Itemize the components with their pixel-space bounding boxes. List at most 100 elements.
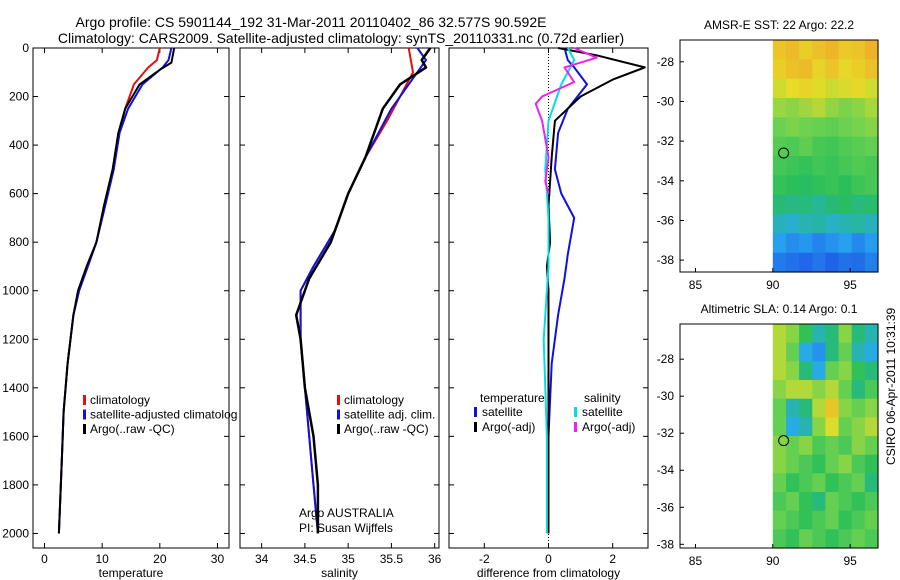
amsr-sst-ytick-label: -28 <box>657 55 675 69</box>
difference-series-salinity-argo-adj- <box>534 47 598 194</box>
amsr-sst-cell <box>825 194 840 215</box>
amsr-sst-cell <box>799 59 813 80</box>
amsr-sst-cell <box>772 214 787 234</box>
altimetric-sla-ytick-label: -36 <box>657 500 675 514</box>
amsr-sst-cell <box>864 194 879 215</box>
temperature-ytick-label: 200 <box>9 90 29 104</box>
altimetric-sla-cell <box>864 324 879 344</box>
amsr-sst-cell <box>786 156 800 176</box>
panel-salinity: 34 34.5 35 35.5 36 salinity climatologysatelli… <box>239 47 442 580</box>
salinity-annotation-pi: PI: Susan Wijffels <box>299 521 393 535</box>
altimetric-sla-cell <box>772 417 787 437</box>
amsr-sst-cell <box>812 117 826 138</box>
altimetric-sla-ytick-label: -38 <box>657 537 675 551</box>
salinity-xtick-label: 34 <box>255 552 269 566</box>
amsr-sst-ytick-label: -38 <box>657 253 675 267</box>
amsr-sst-cell <box>864 98 879 118</box>
amsr-sst-cell <box>864 59 879 80</box>
amsr-sst-xtick-label: 95 <box>843 278 857 292</box>
altimetric-sla-cell <box>851 436 866 456</box>
amsr-sst-cell <box>838 214 853 234</box>
altimetric-sla-cell <box>772 529 787 549</box>
amsr-sst-cell <box>812 194 826 215</box>
amsr-sst-cell <box>812 59 826 80</box>
amsr-sst-cell <box>786 194 800 215</box>
altimetric-sla-cell <box>851 473 866 493</box>
figure-title-line1: Argo profile: CS 5901144_192 31-Mar-2011… <box>76 14 547 30</box>
amsr-sst-cell <box>838 59 853 80</box>
altimetric-sla-cell <box>864 473 879 493</box>
difference-xtick-label: -2 <box>479 552 490 566</box>
altimetric-sla-cell <box>812 510 826 530</box>
difference-legend-swatch <box>574 407 577 417</box>
amsr-sst-cell <box>864 78 879 99</box>
amsr-sst-cell <box>838 117 853 138</box>
amsr-sst-cell <box>786 78 800 99</box>
difference-legend-swatch <box>474 422 477 432</box>
amsr-sst-cell <box>838 156 853 176</box>
amsr-sst-cell <box>772 175 787 196</box>
amsr-sst-cell <box>825 233 840 254</box>
amsr-sst-cell <box>799 40 813 60</box>
amsr-sst-cell <box>799 156 813 176</box>
amsr-sst-cell <box>799 214 813 234</box>
altimetric-sla-cell <box>772 510 787 530</box>
temperature-legend-swatch <box>83 395 86 405</box>
altimetric-sla-cell <box>786 436 800 456</box>
altimetric-sla-cell <box>799 398 813 418</box>
amsr-sst-ytick-label: -34 <box>657 174 675 188</box>
altimetric-sla-cell <box>799 342 813 362</box>
altimetric-sla-cell <box>812 342 826 362</box>
amsr-sst-cell <box>772 59 787 80</box>
amsr-sst-cell <box>851 117 866 138</box>
altimetric-sla-cell <box>786 324 800 344</box>
amsr-sst-cell <box>851 40 866 60</box>
temperature-ytick-label: 800 <box>9 235 29 249</box>
amsr-sst-axes-frame <box>679 39 879 273</box>
altimetric-sla-cell <box>799 324 813 344</box>
altimetric-sla-cell <box>812 454 826 474</box>
altimetric-sla-ytick-label: -34 <box>657 463 675 477</box>
altimetric-sla-cell <box>772 324 787 344</box>
temperature-ytick-label: 1000 <box>2 284 29 298</box>
temperature-xtick-label: 30 <box>211 552 225 566</box>
salinity-series-satellite-adj-clim- <box>299 47 427 534</box>
amsr-sst-cell <box>799 194 813 215</box>
amsr-sst-cell <box>838 194 853 215</box>
salinity-legend-entry: climatology <box>344 393 404 407</box>
amsr-sst-cell <box>825 117 840 138</box>
difference-xlabel: difference from climatology <box>477 566 620 580</box>
altimetric-sla-cell <box>812 380 826 400</box>
salinity-xtick-label: 35.5 <box>380 552 404 566</box>
amsr-sst-cell <box>772 117 787 138</box>
amsr-sst-cell <box>812 98 826 118</box>
salinity-legend-entry: satellite adj. clim. <box>344 408 435 422</box>
amsr-sst-cell <box>799 78 813 99</box>
amsr-sst-cell <box>864 156 879 176</box>
amsr-sst-cell <box>799 233 813 254</box>
altimetric-sla-cell <box>825 529 840 549</box>
difference-legend-header-salinity: salinity <box>584 391 621 405</box>
altimetric-sla-cell <box>838 380 853 400</box>
altimetric-sla-cell <box>812 473 826 493</box>
altimetric-sla-cell <box>851 454 866 474</box>
salinity-legend-swatch <box>337 409 340 420</box>
amsr-sst-cell <box>812 233 826 254</box>
difference-xtick-label: 2 <box>609 552 616 566</box>
altimetric-sla-cell <box>799 529 813 549</box>
amsr-sst-cell <box>812 156 826 176</box>
panel-temperature: 0 10 20 30 0 200 400 600 800 1000 1200 1400 1600 1800… <box>2 41 237 580</box>
altimetric-sla-cell <box>812 417 826 437</box>
salinity-annotation-float: Argo AUSTRALIA <box>299 506 394 520</box>
temperature-ytick-label: 1800 <box>2 478 29 492</box>
difference-series-salinity-satellite <box>542 47 576 534</box>
amsr-sst-cell <box>786 59 800 80</box>
altimetric-sla-cell <box>838 324 853 344</box>
amsr-sst-cell <box>799 98 813 118</box>
amsr-sst-cell <box>838 40 853 60</box>
altimetric-sla-cell <box>786 492 800 512</box>
altimetric-sla-cell <box>786 380 800 400</box>
difference-legend-entry: satellite <box>482 405 523 419</box>
amsr-sst-cell <box>812 175 826 196</box>
